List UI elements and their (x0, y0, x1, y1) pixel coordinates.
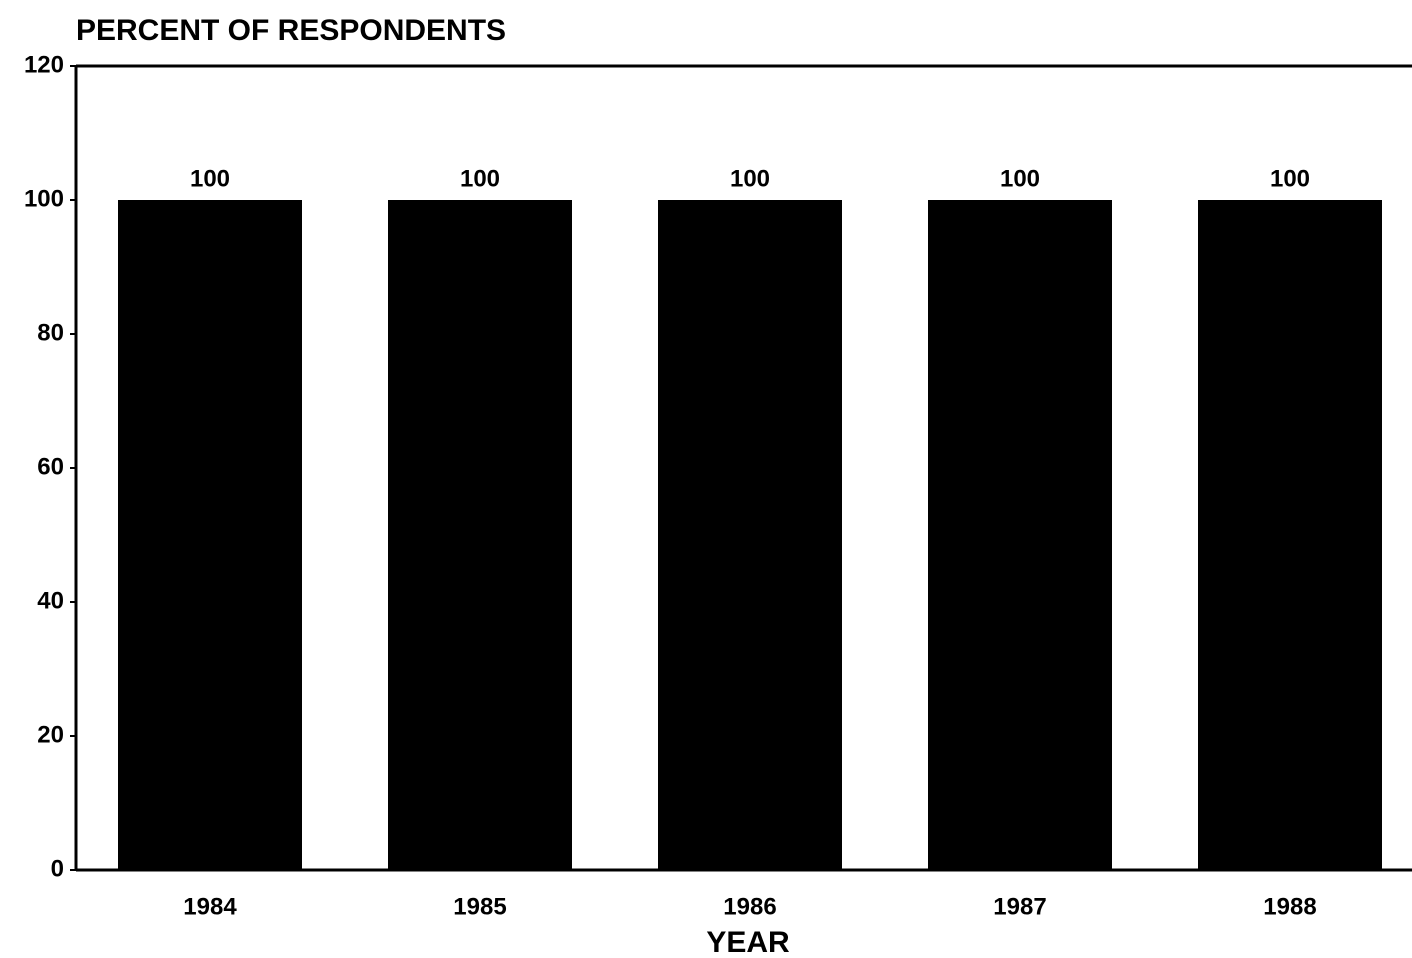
x-tick-label: 1986 (723, 893, 776, 920)
y-tick-label: 60 (37, 453, 64, 480)
y-tick-label: 0 (51, 855, 64, 882)
bar (928, 200, 1112, 870)
x-tick-label: 1984 (183, 893, 237, 920)
bar (1198, 200, 1382, 870)
chart-title: PERCENT OF RESPONDENTS (76, 14, 506, 47)
y-tick-label: 20 (37, 721, 64, 748)
value-label: 100 (730, 165, 770, 192)
bar (388, 200, 572, 870)
value-label: 100 (1000, 165, 1040, 192)
bar (118, 200, 302, 870)
x-tick-label: 1985 (453, 893, 506, 920)
value-label: 100 (460, 165, 500, 192)
bar (658, 200, 842, 870)
x-tick-label: 1987 (993, 893, 1046, 920)
x-tick-label: 1988 (1263, 893, 1316, 920)
y-tick-label: 80 (37, 319, 64, 346)
value-label: 100 (1270, 165, 1310, 192)
y-tick-label: 100 (24, 185, 64, 212)
y-tick-label: 40 (37, 587, 64, 614)
value-label: 100 (190, 165, 230, 192)
x-axis-label: YEAR (706, 926, 790, 958)
y-tick-label: 120 (24, 51, 64, 78)
